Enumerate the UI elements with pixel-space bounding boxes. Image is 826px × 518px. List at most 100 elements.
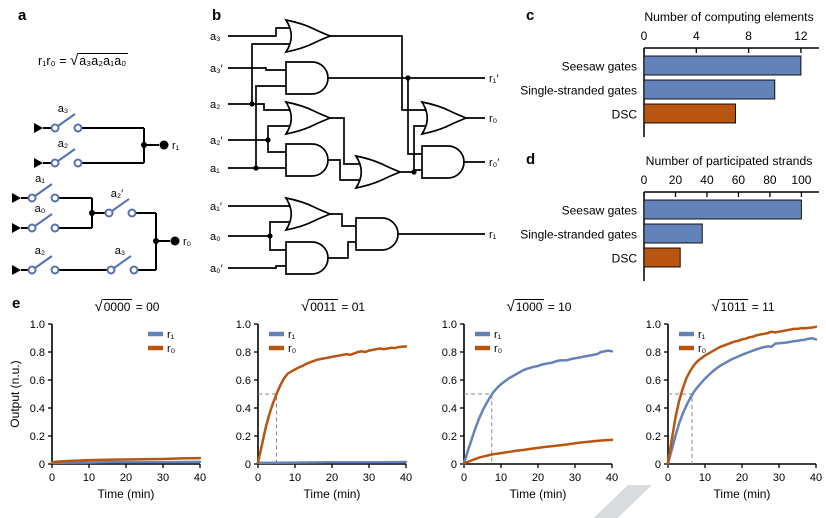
x-tick-label: 0	[641, 29, 648, 43]
output-terminal-r0	[170, 236, 180, 246]
x-tick-label: 8	[745, 29, 752, 43]
radicand: 0000	[102, 299, 133, 314]
x-tick-label: 30	[773, 472, 785, 484]
timecourse-plot-0000: √0000 = 00 0 0.2 0.4 0.6 0.8 1.0 0 10 20 30 40 Time…	[8, 298, 208, 514]
bar-chart-svg-d: Number of participated strands 0 20 40 60 80 1…	[520, 154, 819, 281]
gate-input-label: a₁	[210, 163, 220, 175]
y-tick-label: 0.2	[646, 431, 661, 443]
chart-title: Number of computing elements	[644, 10, 813, 24]
y-tick-label: 0.6	[236, 375, 251, 387]
y-tick-label: 0	[245, 459, 251, 471]
gate-output-label: r₀	[489, 113, 497, 125]
junction-dot	[249, 101, 255, 107]
x-tick-label: 0	[461, 472, 467, 484]
panel-b-label: b	[212, 7, 222, 24]
x-tick-label: 0	[641, 173, 648, 187]
x-tick-label: 0	[665, 472, 671, 484]
equals-sign: =	[748, 300, 763, 314]
series-r1	[50, 460, 202, 465]
y-tick-label: 0.2	[236, 431, 251, 443]
y-tick-label: 0.6	[442, 375, 457, 387]
output-label-r0: r₀	[183, 236, 191, 248]
y-tick-label: 0.8	[442, 347, 457, 359]
line-plot-svg-0011: 0 0.2 0.4 0.6 0.8 1.0 0 10 20 30 40 Time (min) r₁ r₀	[236, 319, 412, 501]
gate-output-label: r₀′	[489, 157, 499, 169]
legend-label: r₁	[494, 329, 502, 341]
series-r1	[256, 460, 408, 465]
legend-label: r₁	[167, 329, 175, 341]
y-tick-label: 0.8	[236, 347, 251, 359]
or-gate	[354, 154, 402, 190]
timecourse-plot-0011: √0011 = 01 0 0.2 0.4 0.6 0.8 1.0 0 10 20 30 40 Time…	[214, 298, 414, 514]
plot-canvas: 0 0.2 0.4 0.6 0.8 1.0 0 10 20 30 40 Time (min) r₁ r₀	[420, 316, 620, 511]
x-tick-label: 40	[194, 472, 206, 484]
equals-sign: =	[338, 300, 352, 314]
x-tick-label: 40	[606, 472, 618, 484]
x-tick-label: 40	[810, 472, 822, 484]
radicand: 0011	[309, 299, 338, 314]
legend-label: r₀	[288, 343, 296, 355]
radicand: 1011	[719, 299, 749, 314]
y-tick-label: 0	[451, 459, 457, 471]
input-arrow	[12, 223, 21, 233]
half-activation-guide	[464, 393, 493, 464]
sqrt-formula: r₁r₀ = √a₃a₂a₁a₀	[38, 52, 129, 69]
y-axis-label: Output (n.u.)	[8, 360, 22, 427]
y-tick-label: 0	[655, 459, 661, 471]
junction-dot	[411, 169, 417, 175]
bar-Single-stranded gates	[643, 223, 703, 244]
switch-label: a₂	[58, 138, 68, 150]
series-r0	[256, 345, 408, 464]
logic-gate-diagram: a₃ a₃′ a₂ a₂′ a₁ a₁′ a₀ a₀′ r₁′ r₀ r₀′ r…	[210, 18, 499, 275]
line-plot-svg-1011: 0 0.2 0.4 0.6 0.8 1.0 0 10 20 30 40 Time (min) r₁ r₀	[646, 319, 822, 501]
gate-input-label: a₃′	[210, 63, 223, 75]
sqrt-result: 11	[762, 300, 775, 314]
legend-label: r₁	[288, 329, 296, 341]
line-plot-svg-0000: 0 0.2 0.4 0.6 0.8 1.0 0 10 20 30 40 Time (min) Outpu…	[8, 319, 206, 501]
plot-title: √0000 = 00	[52, 298, 202, 316]
plot-canvas: 0 0.2 0.4 0.6 0.8 1.0 0 10 20 30 40 Time (min) Outpu…	[8, 316, 208, 511]
bar-category-label: Seesaw gates	[562, 204, 637, 218]
line-plot-svg-1000: 0 0.2 0.4 0.6 0.8 1.0 0 10 20 30 40 Time (min) r₁ r₀	[442, 319, 618, 501]
and-gate	[285, 241, 329, 275]
switch-label: a₁	[35, 173, 45, 185]
radical-sign: √	[69, 52, 79, 69]
junction-dot	[405, 75, 411, 81]
and-gate	[285, 61, 329, 95]
y-tick-label: 0	[39, 459, 45, 471]
bar-chart-svg-c: Number of computing elements 0 4 8 12 Seesaw …	[520, 10, 819, 137]
legend-label: r₀	[167, 343, 175, 355]
panel-c-label: c	[526, 7, 535, 24]
x-tick-label: 0	[49, 472, 55, 484]
switch-circuit-diagram: a₃ a₂ a₁ a₀ a₂′ a₂ a₃ r₁ r₀	[12, 103, 191, 275]
or-gate	[284, 100, 332, 136]
sqrt-sign: √	[506, 298, 515, 315]
output-terminal-r1	[159, 140, 169, 150]
panel-a-label: a	[18, 7, 27, 24]
and-gate	[421, 145, 465, 179]
x-axis-label: Time (min)	[510, 487, 567, 501]
series-r0	[462, 438, 614, 465]
bar-chart-participated-strands: Number of participated strands 0 20 40 60 80 1…	[520, 152, 822, 289]
junction-dot	[89, 210, 95, 216]
y-tick-label: 0.2	[30, 431, 45, 443]
or-gate	[284, 196, 332, 232]
x-axis-label: Time (min)	[304, 487, 361, 501]
or-gate	[284, 18, 332, 54]
x-tick-label: 60	[732, 173, 746, 187]
y-tick-label: 0.4	[646, 403, 661, 415]
x-tick-label: 4	[693, 29, 700, 43]
bar-category-label: DSC	[612, 252, 638, 266]
bar-category-label: Single-stranded gates	[520, 84, 637, 98]
gate-input-label: a₀′	[210, 263, 223, 275]
bar-Single-stranded gates	[643, 79, 776, 100]
x-axis-label: Time (min)	[714, 487, 771, 501]
y-tick-label: 1.0	[646, 319, 661, 331]
x-tick-label: 10	[699, 472, 711, 484]
sqrt-sign: √	[300, 298, 310, 315]
x-tick-label: 20	[326, 472, 338, 484]
gate-input-label: a₂	[210, 99, 220, 111]
bar-category-label: DSC	[612, 108, 638, 122]
series-r1	[666, 337, 818, 465]
